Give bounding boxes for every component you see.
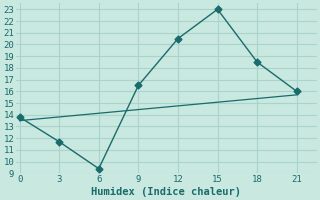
X-axis label: Humidex (Indice chaleur): Humidex (Indice chaleur) (91, 186, 241, 197)
